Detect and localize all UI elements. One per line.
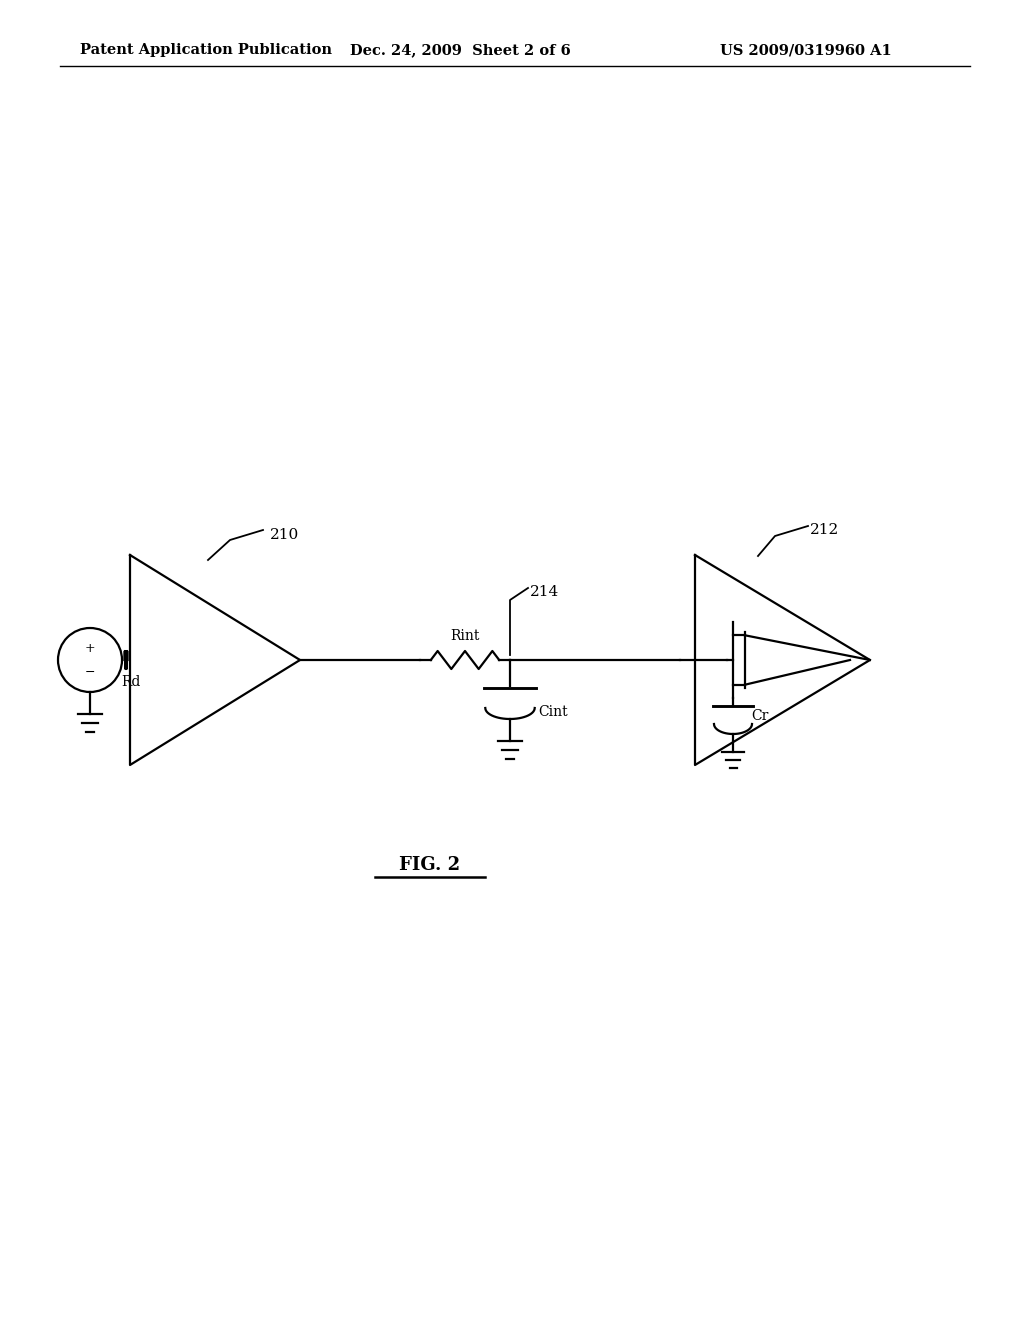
Text: FIG. 2: FIG. 2 (399, 855, 461, 874)
Text: 212: 212 (810, 523, 840, 537)
Text: Patent Application Publication: Patent Application Publication (80, 44, 332, 57)
Text: Cint: Cint (538, 705, 567, 719)
Text: Rint: Rint (451, 630, 479, 643)
Text: 210: 210 (270, 528, 299, 543)
Text: −: − (85, 665, 95, 678)
Text: Dec. 24, 2009  Sheet 2 of 6: Dec. 24, 2009 Sheet 2 of 6 (349, 44, 570, 57)
Text: 214: 214 (530, 585, 559, 599)
Text: Cr: Cr (751, 709, 768, 723)
Text: US 2009/0319960 A1: US 2009/0319960 A1 (720, 44, 892, 57)
Text: Rd: Rd (121, 675, 140, 689)
Text: +: + (85, 642, 95, 655)
